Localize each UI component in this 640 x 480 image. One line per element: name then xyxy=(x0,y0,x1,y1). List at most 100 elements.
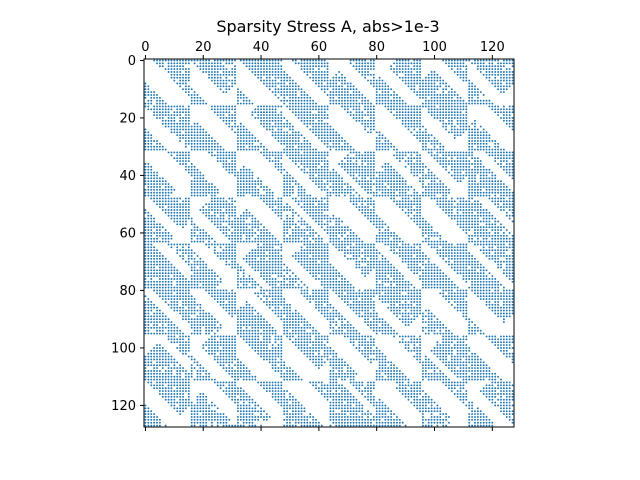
nonzero-marker xyxy=(395,154,398,157)
nonzero-marker xyxy=(465,168,468,171)
nonzero-marker xyxy=(274,134,277,137)
nonzero-marker xyxy=(323,154,326,157)
nonzero-marker xyxy=(482,145,485,148)
nonzero-marker xyxy=(187,203,190,206)
nonzero-marker xyxy=(416,191,419,194)
nonzero-marker xyxy=(323,229,326,232)
nonzero-marker xyxy=(468,217,471,220)
nonzero-marker xyxy=(442,254,445,257)
nonzero-marker xyxy=(439,185,442,188)
nonzero-marker xyxy=(419,65,421,68)
nonzero-marker xyxy=(231,240,234,243)
nonzero-marker xyxy=(476,59,479,62)
nonzero-marker xyxy=(401,180,404,183)
nonzero-marker xyxy=(343,105,346,108)
nonzero-marker xyxy=(456,243,459,246)
nonzero-marker xyxy=(352,168,355,171)
nonzero-marker xyxy=(193,93,196,96)
nonzero-marker xyxy=(184,79,187,82)
nonzero-marker xyxy=(196,137,199,140)
nonzero-marker xyxy=(335,171,338,174)
nonzero-marker xyxy=(202,139,205,142)
nonzero-marker xyxy=(294,237,297,240)
nonzero-marker xyxy=(384,96,387,99)
nonzero-marker xyxy=(341,165,343,168)
nonzero-marker xyxy=(228,168,231,171)
nonzero-marker xyxy=(488,183,491,186)
nonzero-marker xyxy=(450,252,453,255)
nonzero-marker xyxy=(413,203,416,206)
nonzero-marker xyxy=(404,79,407,82)
nonzero-marker xyxy=(306,154,309,157)
nonzero-marker xyxy=(326,165,329,168)
nonzero-marker xyxy=(164,122,167,125)
nonzero-marker xyxy=(433,99,436,102)
nonzero-marker xyxy=(205,194,208,197)
nonzero-marker xyxy=(179,139,182,142)
nonzero-marker xyxy=(158,200,161,203)
nonzero-marker xyxy=(462,174,465,177)
nonzero-marker xyxy=(202,131,205,134)
nonzero-marker xyxy=(196,99,199,102)
nonzero-marker xyxy=(474,137,476,140)
nonzero-marker xyxy=(378,88,381,91)
nonzero-marker xyxy=(372,252,375,255)
nonzero-marker xyxy=(332,177,335,180)
nonzero-marker xyxy=(436,243,439,246)
nonzero-marker xyxy=(355,99,358,102)
nonzero-marker xyxy=(404,160,407,163)
nonzero-marker xyxy=(442,148,445,151)
nonzero-marker xyxy=(326,200,329,203)
nonzero-marker xyxy=(372,119,375,122)
nonzero-marker xyxy=(361,183,364,186)
nonzero-marker xyxy=(367,154,369,157)
nonzero-marker xyxy=(453,171,456,174)
nonzero-marker xyxy=(225,162,228,165)
nonzero-marker xyxy=(317,62,320,65)
nonzero-marker xyxy=(291,137,294,140)
nonzero-marker xyxy=(442,116,445,119)
nonzero-marker xyxy=(309,231,312,234)
nonzero-marker xyxy=(182,122,184,125)
nonzero-marker xyxy=(502,165,505,168)
nonzero-marker xyxy=(381,183,384,186)
nonzero-marker xyxy=(161,145,164,148)
nonzero-marker xyxy=(150,214,153,217)
nonzero-marker xyxy=(494,79,497,82)
nonzero-marker xyxy=(361,200,364,203)
nonzero-marker xyxy=(309,243,312,246)
nonzero-marker xyxy=(326,145,329,148)
nonzero-marker xyxy=(202,234,205,237)
nonzero-marker xyxy=(491,171,494,174)
nonzero-marker xyxy=(485,180,488,183)
nonzero-marker xyxy=(144,174,147,177)
nonzero-marker xyxy=(413,194,416,197)
nonzero-marker xyxy=(468,240,471,243)
nonzero-marker xyxy=(280,151,283,154)
nonzero-marker xyxy=(254,145,257,148)
nonzero-marker xyxy=(479,91,482,94)
nonzero-marker xyxy=(315,134,317,137)
nonzero-marker xyxy=(439,96,442,99)
nonzero-marker xyxy=(239,139,242,142)
nonzero-marker xyxy=(338,183,341,186)
nonzero-marker xyxy=(144,223,147,226)
nonzero-marker xyxy=(439,237,442,240)
nonzero-marker xyxy=(274,257,277,260)
nonzero-marker xyxy=(502,108,505,111)
nonzero-marker xyxy=(497,148,500,151)
nonzero-marker xyxy=(407,211,410,214)
nonzero-marker xyxy=(430,111,433,114)
nonzero-marker xyxy=(326,82,329,85)
nonzero-marker xyxy=(346,165,349,168)
nonzero-marker xyxy=(341,220,343,223)
nonzero-marker xyxy=(419,122,421,125)
nonzero-marker xyxy=(294,151,297,154)
nonzero-marker xyxy=(187,208,190,211)
nonzero-marker xyxy=(436,96,439,99)
nonzero-marker xyxy=(309,62,312,65)
nonzero-marker xyxy=(508,151,511,154)
nonzero-marker xyxy=(349,114,352,117)
nonzero-marker xyxy=(213,194,216,197)
nonzero-marker xyxy=(422,96,424,99)
